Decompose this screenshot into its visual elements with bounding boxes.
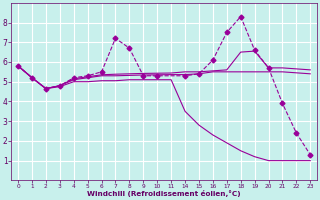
X-axis label: Windchill (Refroidissement éolien,°C): Windchill (Refroidissement éolien,°C) [87, 190, 241, 197]
